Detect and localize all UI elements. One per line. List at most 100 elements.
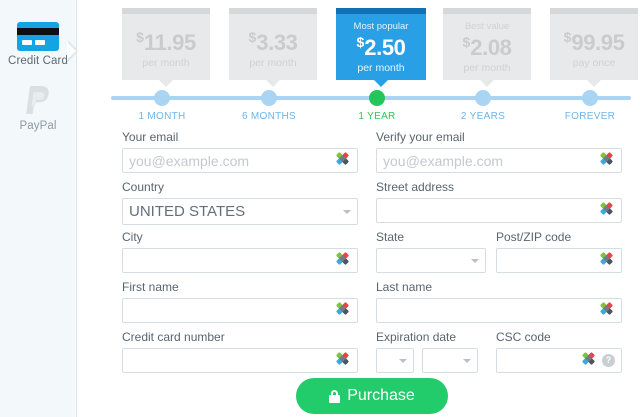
plan-tag: Best value — [464, 21, 510, 32]
plan-pointer — [159, 80, 173, 87]
field-csc-code-label: CSC code — [496, 330, 551, 344]
street-address-input[interactable] — [376, 198, 622, 223]
csc-help-icon[interactable]: ? — [602, 354, 615, 367]
field-state-label: State — [376, 230, 405, 244]
payment-method-credit-card-label: Credit Card — [8, 55, 68, 67]
plan-card-top-bar — [122, 8, 210, 14]
payment-method-paypal-label: PayPal — [19, 120, 57, 132]
slider-label-1-year[interactable]: 1 YEAR — [358, 111, 396, 122]
plan-period: per month — [142, 56, 190, 69]
plan-currency: $ — [356, 34, 365, 50]
autofill-icon[interactable] — [335, 151, 351, 168]
purchase-button-label: Purchase — [347, 387, 415, 404]
plan-currency: $ — [462, 34, 471, 50]
chevron-down-icon — [343, 209, 351, 214]
slider-dot-forever[interactable] — [582, 90, 598, 106]
plan-amount: 2.50 — [364, 35, 406, 60]
plan-tag: Most popular — [353, 21, 409, 32]
plan-price: $2.08 — [462, 31, 511, 62]
autofill-icon[interactable] — [599, 301, 615, 318]
slider-dot-1-year[interactable] — [369, 90, 385, 106]
field-email-label: Your email — [122, 130, 179, 144]
slider-label-1-month[interactable]: 1 MONTH — [138, 111, 186, 122]
field-state: State — [376, 230, 486, 273]
plan-currency: $ — [248, 28, 257, 45]
checkout-form: Your email you@example.com Verify your e… — [110, 130, 634, 380]
plan-amount: 11.95 — [143, 29, 196, 55]
plan-price: $11.95 — [136, 26, 196, 57]
state-select[interactable] — [376, 248, 486, 273]
autofill-icon[interactable] — [599, 151, 615, 168]
csc-code-input[interactable]: ? — [496, 348, 622, 373]
expiration-year-select[interactable] — [422, 348, 478, 373]
plan-period: per month — [249, 56, 297, 69]
paypal-icon — [17, 84, 59, 116]
autofill-icon[interactable] — [581, 351, 597, 368]
form-row-city-state-zip: City State Post/ZIP code — [110, 230, 634, 280]
verify-email-input-placeholder: you@example.com — [383, 152, 504, 169]
sidebar-selection-arrow — [67, 40, 78, 62]
plan-period: per month — [357, 62, 405, 74]
plan-card-top-bar — [443, 8, 531, 14]
autofill-icon[interactable] — [335, 251, 351, 268]
credit-card-number-input[interactable] — [122, 348, 358, 373]
credit-card-icon — [17, 22, 59, 51]
field-zip-label: Post/ZIP code — [496, 230, 572, 244]
lock-icon — [329, 389, 341, 403]
zip-input[interactable] — [496, 248, 622, 273]
plan-price: $99.95 — [564, 26, 625, 57]
plan-pointer — [374, 80, 388, 87]
autofill-icon[interactable] — [599, 201, 615, 218]
plan-currency: $ — [563, 28, 572, 45]
form-row-names: First name Last name — [110, 280, 634, 330]
country-select[interactable]: UNITED STATES — [122, 198, 358, 225]
country-select-value: UNITED STATES — [129, 203, 246, 220]
email-input[interactable]: you@example.com — [122, 148, 358, 173]
slider-dot-2-years[interactable] — [475, 90, 491, 106]
first-name-input[interactable] — [122, 298, 358, 323]
plan-card-forever[interactable]: $99.95 pay once — [550, 8, 638, 87]
expiration-month-select[interactable] — [376, 348, 414, 373]
field-first-name-label: First name — [122, 280, 179, 294]
slider-dot-6-months[interactable] — [261, 90, 277, 106]
field-last-name: Last name — [376, 280, 622, 323]
plan-card-6-months[interactable]: $3.33 per month — [229, 8, 317, 87]
plan-period: per month — [463, 62, 511, 74]
autofill-icon[interactable] — [335, 351, 351, 368]
slider-label-forever[interactable]: FOREVER — [564, 111, 616, 122]
slider-label-2-years[interactable]: 2 YEARS — [460, 111, 506, 122]
plan-card-top-bar — [550, 8, 638, 14]
autofill-icon[interactable] — [335, 301, 351, 318]
autofill-icon[interactable] — [599, 251, 615, 268]
form-row-country-street: Country UNITED STATES Street address — [110, 180, 634, 230]
field-expiration-date: Expiration date — [376, 330, 486, 373]
plan-amount: 2.08 — [470, 35, 512, 60]
purchase-button[interactable]: Purchase — [296, 378, 448, 414]
plan-card-1-year[interactable]: Most popular $2.50 per month — [336, 8, 426, 87]
payment-method-paypal[interactable]: PayPal — [0, 84, 76, 132]
field-street-address: Street address — [376, 180, 622, 223]
form-row-card: Credit card number Expiration date CSC c — [110, 330, 634, 380]
city-input[interactable] — [122, 248, 358, 273]
plan-price: $2.50 — [356, 31, 405, 62]
plan-pointer — [587, 80, 601, 87]
field-zip: Post/ZIP code — [496, 230, 622, 273]
verify-email-input[interactable]: you@example.com — [376, 148, 622, 173]
plan-card-top-bar — [229, 8, 317, 14]
slider-label-6-months[interactable]: 6 MONTHS — [241, 111, 297, 122]
term-slider[interactable]: 1 MONTH 6 MONTHS 1 YEAR 2 YEARS FOREVER — [107, 90, 635, 124]
payment-method-credit-card[interactable]: Credit Card — [0, 22, 76, 67]
chevron-down-icon — [463, 358, 471, 363]
slider-dot-1-month[interactable] — [154, 90, 170, 106]
last-name-input[interactable] — [376, 298, 622, 323]
plan-card-2-years[interactable]: Best value $2.08 per month — [443, 8, 531, 87]
field-country-label: Country — [122, 180, 165, 194]
email-input-placeholder: you@example.com — [129, 152, 250, 169]
plan-card-1-month[interactable]: $11.95 per month — [122, 8, 210, 87]
field-street-address-label: Street address — [376, 180, 455, 194]
plan-card-top-bar — [336, 8, 426, 14]
payment-method-sidebar: Credit Card PayPal — [0, 0, 77, 417]
field-verify-email: Verify your email you@example.com — [376, 130, 622, 173]
plan-pointer — [266, 80, 280, 87]
plan-pointer — [480, 80, 494, 87]
